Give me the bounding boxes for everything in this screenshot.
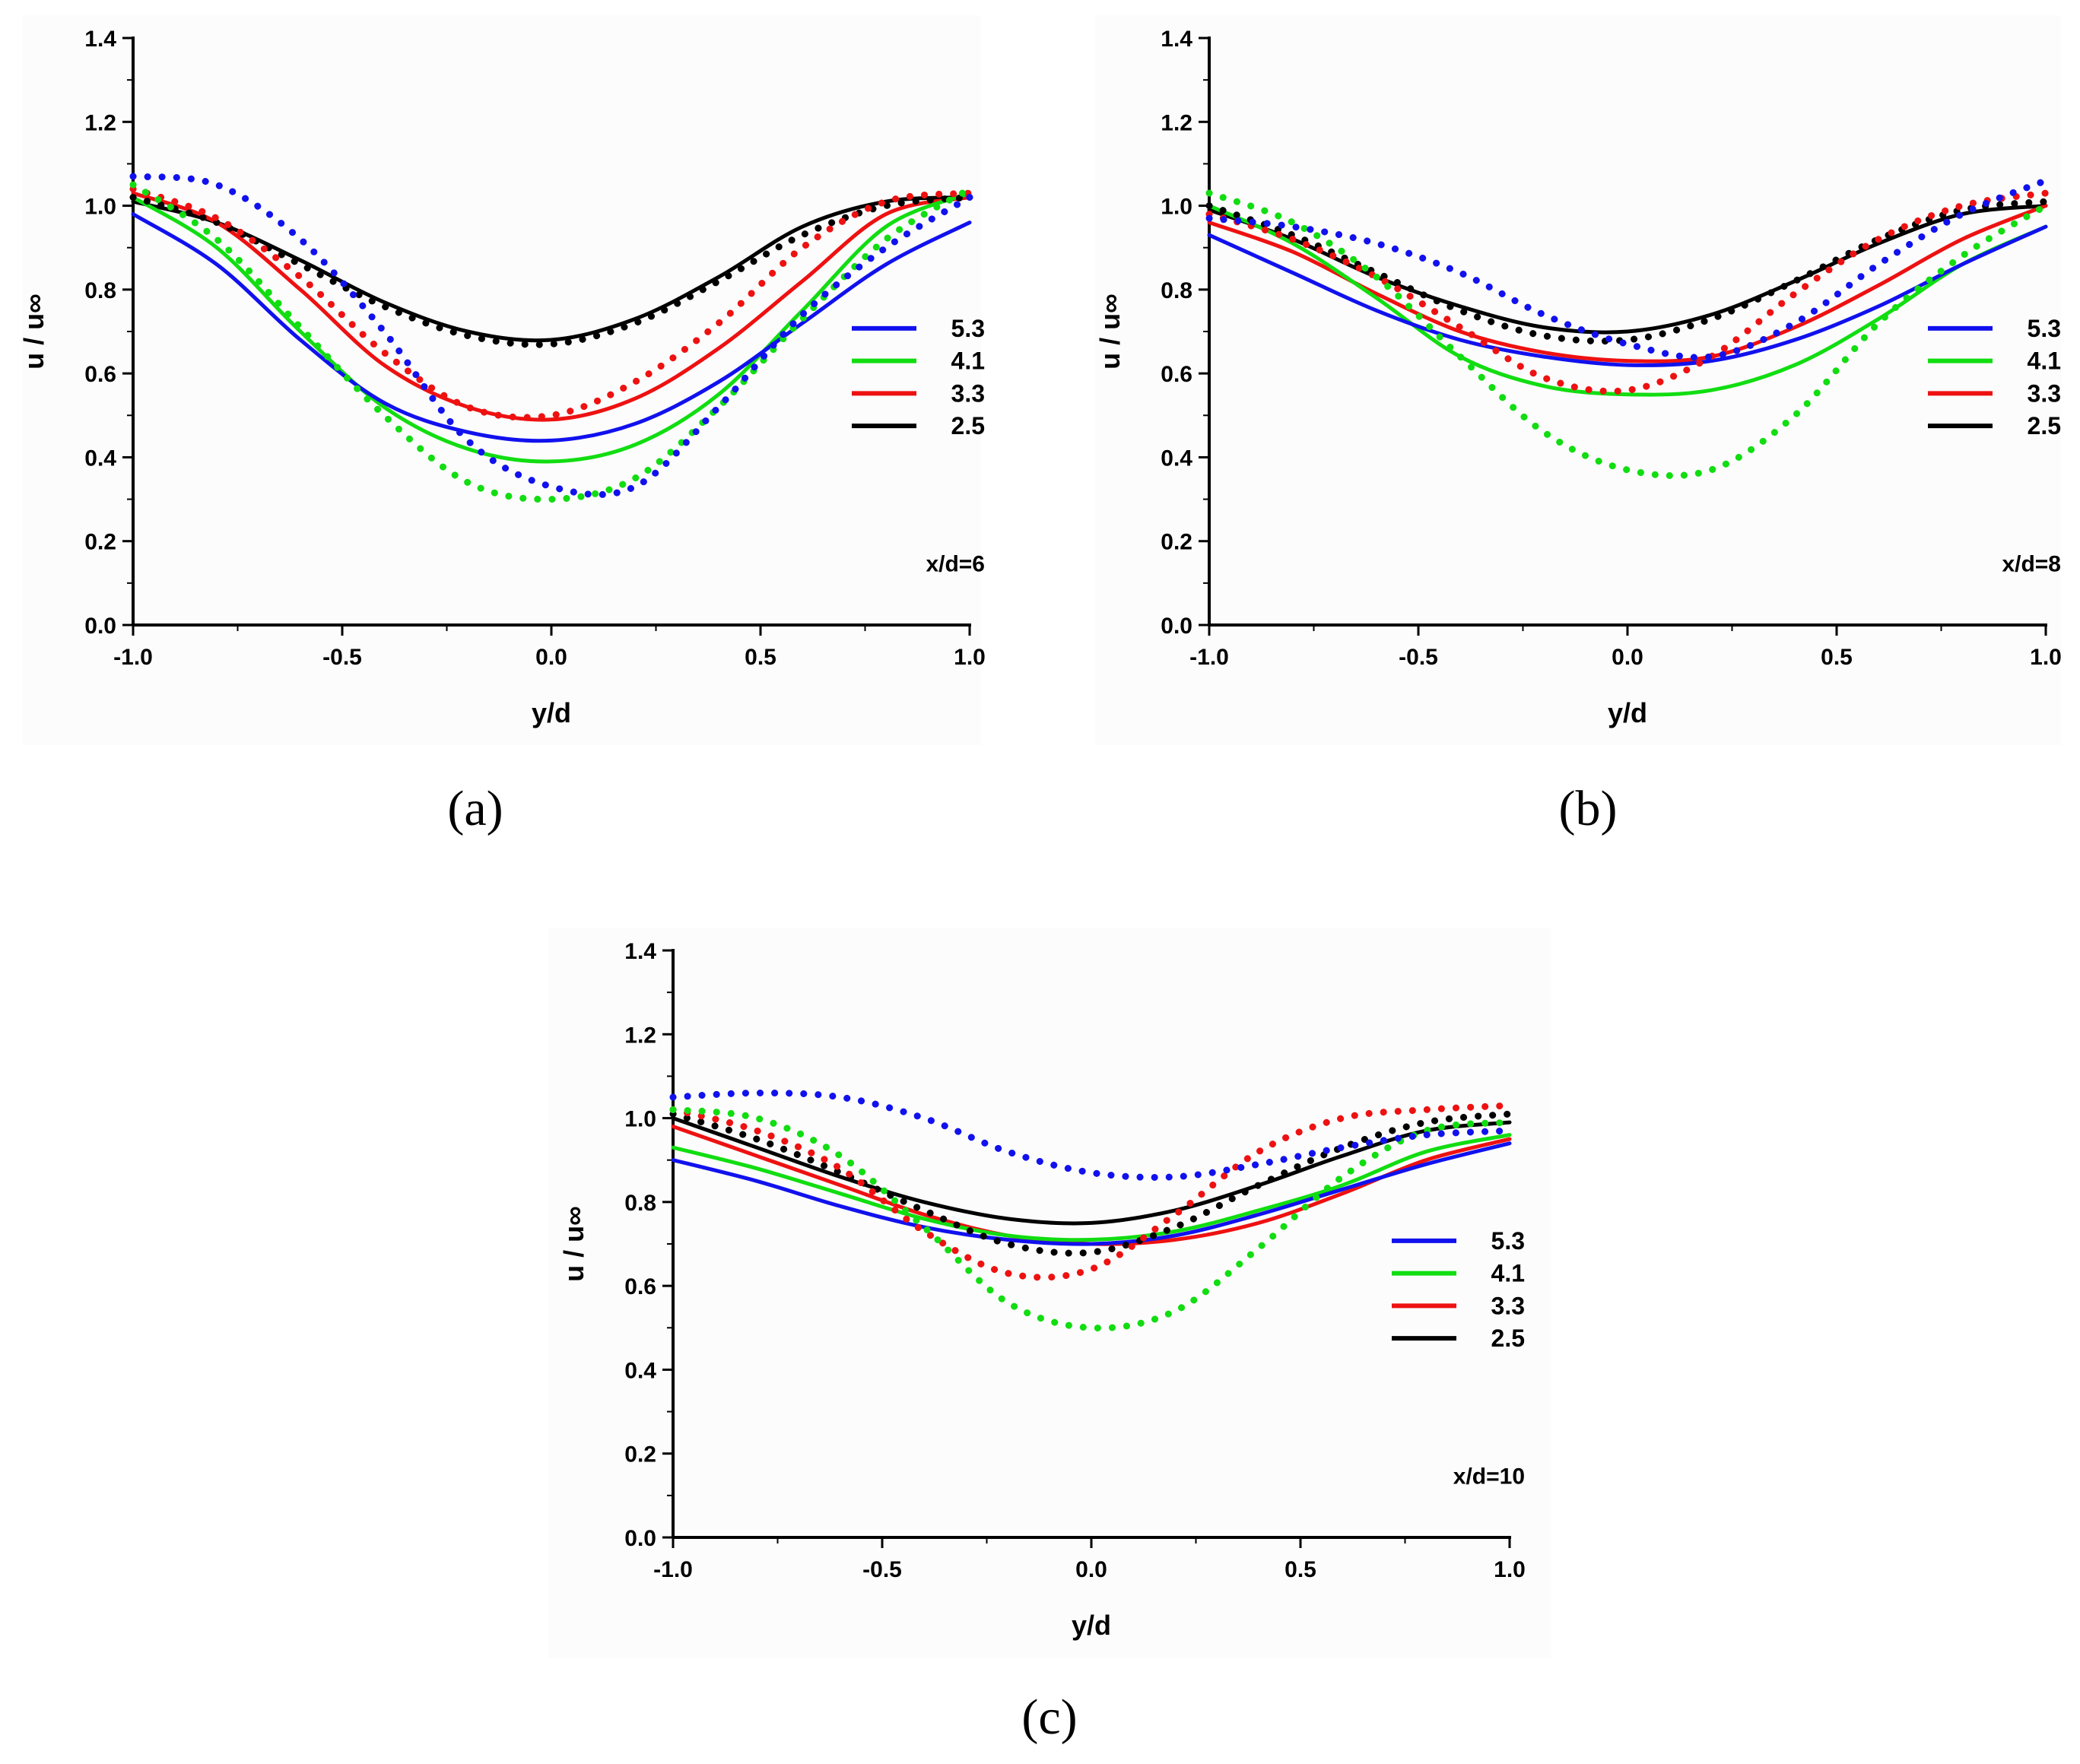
series-3-3-dotted xyxy=(1205,189,2050,395)
y-tick-label: 0.8 xyxy=(624,1191,656,1216)
position-annotation: x/d=10 xyxy=(1453,1464,1525,1489)
series-2-5-solid xyxy=(1207,204,2048,335)
series-5-3-dotted xyxy=(1205,177,2050,361)
legend-label: 4.1 xyxy=(1491,1260,1525,1287)
y-tick-label: 1.2 xyxy=(84,110,116,135)
y-tick-label: 0.2 xyxy=(84,530,116,555)
panel-background xyxy=(1095,15,2061,745)
legend-label: 2.5 xyxy=(1491,1325,1525,1352)
y-axis-title: u / u∞ xyxy=(558,1206,589,1282)
series-2-5-dotted xyxy=(129,194,973,348)
y-tick-label: 1.4 xyxy=(624,939,656,964)
series-5-3-dotted xyxy=(669,1089,1513,1181)
legend-label: 5.3 xyxy=(1491,1227,1525,1255)
x-axis-title: y/d xyxy=(1608,697,1647,728)
x-axis-title: y/d xyxy=(1072,1610,1111,1641)
series-4-1-solid xyxy=(131,191,972,464)
series-4-1-dotted xyxy=(1205,189,2050,480)
x-tick-label: -0.5 xyxy=(862,1557,902,1582)
legend-label: 4.1 xyxy=(951,347,985,375)
y-tick-label: 1.4 xyxy=(84,27,116,52)
x-tick-label: 0.0 xyxy=(1075,1557,1107,1582)
y-tick-label: 0.6 xyxy=(84,362,116,387)
y-tick-label: 1.0 xyxy=(84,195,116,220)
series-2-5-solid xyxy=(671,1116,1512,1226)
legend-label: 3.3 xyxy=(1491,1292,1525,1319)
x-tick-label: -1.0 xyxy=(113,645,153,670)
y-tick-label: 1.2 xyxy=(624,1023,656,1048)
y-tick-label: 0.6 xyxy=(1161,362,1192,387)
y-axis-title: u / u∞ xyxy=(1094,293,1126,370)
x-tick-label: -1.0 xyxy=(653,1557,693,1582)
legend: 2.5 3.3 4.1 5.3 xyxy=(1928,315,2061,439)
legend-label: 3.3 xyxy=(951,379,985,407)
series-5-3-dotted xyxy=(129,173,973,499)
y-tick-label: 0.4 xyxy=(84,446,116,471)
y-tick-label: 0.6 xyxy=(624,1274,656,1299)
y-tick-label: 1.2 xyxy=(1161,110,1192,135)
panel-label: (b) xyxy=(1559,781,1618,836)
series-2-5-solid xyxy=(131,195,972,343)
x-axis-title: y/d xyxy=(532,697,571,728)
y-tick-label: 0.0 xyxy=(1161,614,1192,639)
y-tick-label: 1.4 xyxy=(1161,27,1192,52)
x-tick-label: -0.5 xyxy=(322,645,362,670)
y-tick-label: 0.2 xyxy=(624,1442,656,1467)
y-tick-label: 0.0 xyxy=(84,614,116,639)
chart-panel-b: 0.0 0.2 0.4 0.6 0.8 1.0 1.2 1.4 -1.0 -0.5 0.0 0.5 1.… xyxy=(1094,15,2062,836)
x-tick-label: 0.0 xyxy=(1612,645,1643,670)
y-tick-label: 0.4 xyxy=(1161,446,1192,471)
legend-label: 5.3 xyxy=(951,315,985,342)
legend-label: 5.3 xyxy=(2028,315,2061,342)
series-5-3-solid xyxy=(671,1141,1512,1246)
y-tick-label: 0.8 xyxy=(84,278,116,303)
y-tick-label: 1.0 xyxy=(624,1107,656,1132)
series-4-1-solid xyxy=(1207,204,2048,397)
panel-label: (a) xyxy=(447,781,503,836)
panel-background xyxy=(23,15,981,745)
x-tick-label: 1.0 xyxy=(2030,645,2062,670)
x-tick-label: 1.0 xyxy=(1494,1557,1526,1582)
legend-label: 2.5 xyxy=(2028,412,2061,439)
y-tick-label: 0.0 xyxy=(624,1526,656,1551)
series-5-3-solid xyxy=(1207,224,2048,367)
position-annotation: x/d=6 xyxy=(926,551,985,576)
series-3-3-dotted xyxy=(669,1102,1513,1281)
panel-background xyxy=(548,928,1551,1658)
panel-label: (c) xyxy=(1021,1689,1077,1745)
legend-label: 3.3 xyxy=(2028,379,2061,407)
series-3-3-solid xyxy=(131,191,972,422)
legend: 2.5 3.3 4.1 5.3 xyxy=(1392,1227,1525,1352)
series-4-1-dotted xyxy=(669,1106,1513,1332)
x-tick-label: 0.5 xyxy=(1821,645,1853,670)
x-tick-label: -1.0 xyxy=(1189,645,1229,670)
series-5-3-solid xyxy=(131,212,972,443)
legend-label: 2.5 xyxy=(951,412,985,439)
y-tick-label: 0.2 xyxy=(1161,530,1192,555)
position-annotation: x/d=8 xyxy=(2002,551,2061,576)
chart-panel-a: 0.0 0.2 0.4 0.6 0.8 1.0 1.2 1.4 -1.0 -0.5 0.0 0.5 1.… xyxy=(18,15,986,836)
y-tick-label: 1.0 xyxy=(1161,195,1192,220)
x-tick-label: 0.5 xyxy=(1285,1557,1316,1582)
x-tick-label: 0.0 xyxy=(535,645,567,670)
legend: 2.5 3.3 4.1 5.3 xyxy=(852,315,985,439)
series-2-5-dotted xyxy=(669,1110,1513,1257)
series-4-1-dotted xyxy=(129,181,973,503)
series-4-1-solid xyxy=(671,1133,1512,1242)
y-axis-title: u / u∞ xyxy=(18,293,49,370)
x-tick-label: 0.5 xyxy=(745,645,776,670)
y-tick-label: 0.4 xyxy=(624,1358,656,1383)
x-tick-label: -0.5 xyxy=(1399,645,1438,670)
y-tick-label: 0.8 xyxy=(1161,278,1192,303)
legend-label: 4.1 xyxy=(2028,347,2061,375)
chart-panel-c: 0.0 0.2 0.4 0.6 0.8 1.0 1.2 1.4 -1.0 -0.5 0.0 0.5 1.… xyxy=(548,928,1551,1745)
x-tick-label: 1.0 xyxy=(954,645,986,670)
